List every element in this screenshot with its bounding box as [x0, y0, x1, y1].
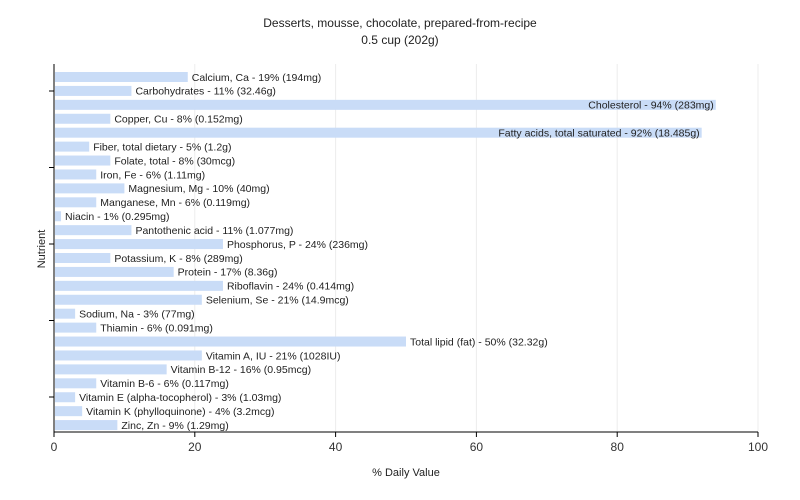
- bar-labels: Calcium, Ca - 19% (194mg) Carbohydrates -…: [65, 72, 714, 432]
- bar-label: Vitamin A, IU - 21% (1028IU): [206, 350, 341, 362]
- bar: [55, 113, 111, 124]
- bar-label: Potassium, K - 8% (289mg): [114, 253, 242, 265]
- bar-label: Magnesium, Mg - 10% (40mg): [128, 183, 269, 195]
- x-tick-label: 100: [748, 440, 768, 454]
- bar-label: Phosphorus, P - 24% (236mg): [227, 239, 368, 251]
- bar: [55, 225, 132, 236]
- bar: [55, 183, 125, 194]
- bar-label: Calcium, Ca - 19% (194mg): [192, 72, 322, 84]
- x-axis-label: % Daily Value: [372, 467, 440, 479]
- bar: [55, 253, 111, 263]
- bar-label: Vitamin B-6 - 6% (0.117mg): [100, 378, 229, 390]
- axes: [49, 64, 759, 437]
- bar-label: Folate, total - 8% (30mcg): [114, 155, 235, 167]
- bar: [55, 155, 111, 166]
- x-tick-label: 0: [51, 440, 58, 454]
- bar: [55, 169, 97, 180]
- x-tick-label: 60: [470, 440, 484, 454]
- bar-label: Copper, Cu - 8% (0.152mg): [114, 114, 242, 126]
- bar: [55, 378, 97, 389]
- bar-label: Niacin - 1% (0.295mg): [65, 211, 169, 223]
- bar-label: Pantothenic acid - 11% (1.077mg): [135, 225, 293, 237]
- bar: [55, 266, 174, 277]
- bar: [55, 85, 132, 96]
- bar-label: Iron, Fe - 6% (1.11mg): [100, 169, 205, 181]
- chart-title: Desserts, mousse, chocolate, prepared-fr…: [263, 16, 537, 30]
- bar-label: Fiber, total dietary - 5% (1.2g): [93, 141, 231, 153]
- bar: [55, 280, 223, 291]
- x-tick-labels: 0 20 40 60 80 100: [51, 440, 769, 454]
- x-tick-label: 80: [611, 440, 625, 454]
- bar-label: Sodium, Na - 3% (77mg): [79, 308, 195, 320]
- y-axis-label: Nutrient: [36, 230, 48, 269]
- bar-label: Protein - 17% (8.36g): [178, 267, 278, 279]
- bar: [55, 99, 716, 110]
- bar: [55, 308, 76, 319]
- bar: [55, 406, 83, 417]
- bar-label: Manganese, Mn - 6% (0.119mg): [100, 197, 250, 209]
- bar: [55, 420, 118, 431]
- bar-label: Riboflavin - 24% (0.414mg): [227, 281, 354, 293]
- bars: [55, 72, 716, 431]
- bar: [55, 239, 223, 250]
- bar: [55, 294, 202, 305]
- bar-label: Vitamin K (phylloquinone) - 4% (3.2mcg): [86, 406, 274, 418]
- bar-label: Selenium, Se - 21% (14.9mcg): [206, 295, 349, 307]
- bar: [55, 141, 90, 152]
- bar: [55, 336, 406, 347]
- bar: [55, 127, 702, 138]
- bar-label: Total lipid (fat) - 50% (32.32g): [410, 336, 548, 348]
- bar: [55, 197, 97, 208]
- bar: [55, 72, 188, 82]
- x-tick-label: 40: [329, 440, 343, 454]
- bar-label: Fatty acids, total saturated - 92% (18.4…: [498, 127, 699, 139]
- chart-subtitle: 0.5 cup (202g): [361, 33, 438, 47]
- bar: [55, 322, 97, 333]
- x-tick-label: 20: [188, 440, 202, 454]
- bar-label: Vitamin B-12 - 16% (0.95mcg): [171, 364, 311, 376]
- bar: [55, 392, 76, 403]
- bar-label: Vitamin E (alpha-tocopherol) - 3% (1.03m…: [79, 392, 281, 404]
- bar-label: Carbohydrates - 11% (32.46g): [135, 86, 275, 98]
- bar: [55, 364, 167, 375]
- bar-label: Zinc, Zn - 9% (1.29mg): [121, 420, 228, 432]
- bar-label: Cholesterol - 94% (283mg): [588, 100, 713, 112]
- bar: [55, 350, 202, 361]
- bar-label: Thiamin - 6% (0.091mg): [100, 322, 213, 334]
- bar: [55, 211, 62, 222]
